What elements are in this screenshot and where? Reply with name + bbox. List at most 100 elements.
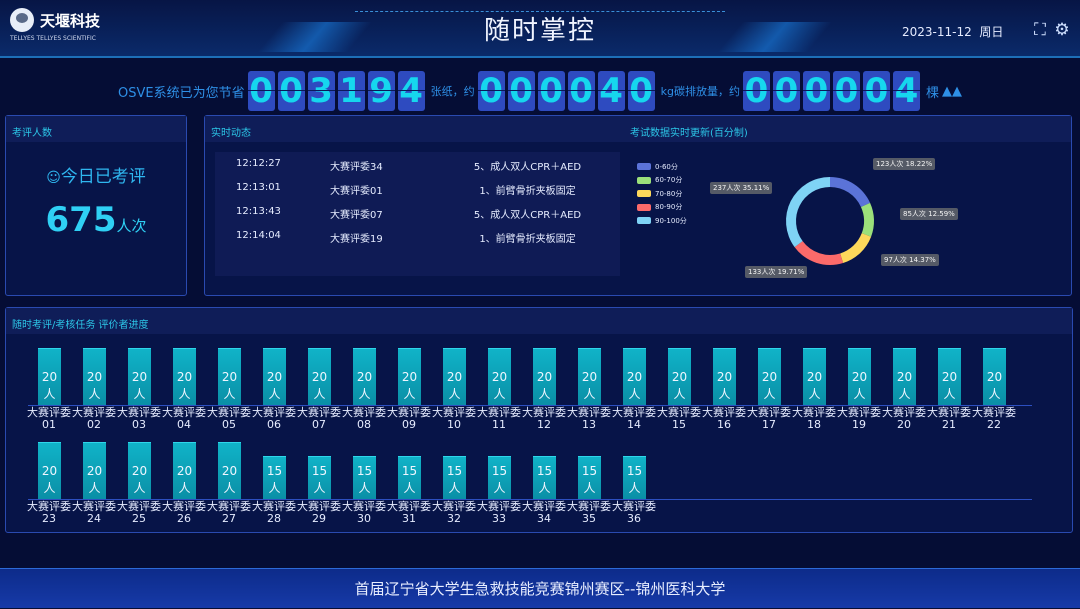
donut-slice[interactable] xyxy=(860,202,874,237)
bar-value: 15 xyxy=(581,464,598,478)
bar[interactable]: 20 人 xyxy=(38,348,61,405)
feed-task: 5、成人双人CPR＋AED xyxy=(473,162,582,173)
activity-feed[interactable]: 12:12:27 大赛评委34 5、成人双人CPR＋AED 12:13:01 大赛评委0… xyxy=(215,152,620,276)
legend-item[interactable]: 70-80分 xyxy=(637,187,687,201)
feed-task: 5、成人双人CPR＋AED xyxy=(473,210,582,221)
donut-slice[interactable] xyxy=(840,233,872,264)
slice-label: 97人次 14.37% xyxy=(881,254,939,266)
bar[interactable]: 20 人 xyxy=(488,348,511,405)
bar[interactable]: 20 人 xyxy=(83,442,106,499)
counter-digit: 9 xyxy=(367,71,395,111)
bar[interactable]: 20 人 xyxy=(308,348,331,405)
bar[interactable]: 20 人 xyxy=(173,442,196,499)
bar-unit: 人 xyxy=(448,387,461,401)
x-tick-label: 大赛评委23 xyxy=(27,500,71,525)
gear-icon[interactable]: ⚙ xyxy=(1054,20,1070,40)
x-tick-label: 大赛评委21 xyxy=(927,406,971,431)
bar-value: 20 xyxy=(131,464,148,478)
legend-item[interactable]: 80-90分 xyxy=(637,201,687,215)
bar[interactable]: 20 人 xyxy=(533,348,556,405)
bar[interactable]: 20 人 xyxy=(668,348,691,405)
legend-item[interactable]: 0-60分 xyxy=(637,160,687,174)
bar[interactable]: 20 人 xyxy=(128,442,151,499)
bar-unit: 人 xyxy=(43,481,56,495)
bar-value: 20 xyxy=(311,370,328,384)
bar[interactable]: 20 人 xyxy=(848,348,871,405)
counter-digit: 0 xyxy=(802,71,830,111)
bar-unit: 人 xyxy=(628,481,641,495)
bar[interactable]: 20 人 xyxy=(758,348,781,405)
donut-slice[interactable] xyxy=(830,177,871,207)
bar-value: 20 xyxy=(446,370,463,384)
x-tick-label: 大赛评委30 xyxy=(342,500,386,525)
bar[interactable]: 20 人 xyxy=(263,348,286,405)
bar[interactable]: 20 人 xyxy=(83,348,106,405)
bar-value: 20 xyxy=(851,370,868,384)
bar[interactable]: 15 人 xyxy=(398,456,421,499)
bar[interactable]: 20 人 xyxy=(623,348,646,405)
x-tick-label: 大赛评委22 xyxy=(972,406,1016,431)
bar[interactable]: 20 人 xyxy=(443,348,466,405)
bar-unit: 人 xyxy=(763,387,776,401)
bar[interactable]: 15 人 xyxy=(353,456,376,499)
bar[interactable]: 20 人 xyxy=(173,348,196,405)
counter-digit: 0 xyxy=(537,71,565,111)
donut-slice[interactable] xyxy=(786,177,830,248)
x-tick-label: 大赛评委09 xyxy=(387,406,431,431)
legend-label: 70-80分 xyxy=(655,189,683,198)
x-tick-label: 大赛评委33 xyxy=(477,500,521,525)
bar-unit: 人 xyxy=(988,387,1001,401)
counter-digit: 0 xyxy=(277,71,305,111)
bar-value: 20 xyxy=(221,464,238,478)
bar[interactable]: 20 人 xyxy=(218,442,241,499)
fullscreen-icon[interactable]: ⛶ xyxy=(1034,20,1046,40)
bar[interactable]: 15 人 xyxy=(578,456,601,499)
bar[interactable]: 15 人 xyxy=(533,456,556,499)
bar-value: 20 xyxy=(896,370,913,384)
bar-value: 20 xyxy=(671,370,688,384)
bar-value: 20 xyxy=(131,370,148,384)
counter-digit: 0 xyxy=(247,71,275,111)
bar[interactable]: 15 人 xyxy=(623,456,646,499)
donut-slice[interactable] xyxy=(794,241,844,265)
bar[interactable]: 20 人 xyxy=(938,348,961,405)
bar-unit: 人 xyxy=(853,387,866,401)
slice-label: 85人次 12.59% xyxy=(900,208,958,220)
bar[interactable]: 15 人 xyxy=(488,456,511,499)
bar-unit: 人 xyxy=(493,387,506,401)
legend-item[interactable]: 90-100分 xyxy=(637,214,687,228)
x-tick-label: 大赛评委28 xyxy=(252,500,296,525)
bar[interactable]: 20 人 xyxy=(128,348,151,405)
bar[interactable]: 15 人 xyxy=(443,456,466,499)
panel-title: 随时考评/考核任务 评价者进度 xyxy=(6,308,1072,334)
bar-value: 15 xyxy=(356,464,373,478)
bar[interactable]: 20 人 xyxy=(38,442,61,499)
bar-value: 20 xyxy=(761,370,778,384)
bar[interactable]: 15 人 xyxy=(263,456,286,499)
bar[interactable]: 15 人 xyxy=(308,456,331,499)
bar-unit: 人 xyxy=(538,387,551,401)
x-tick-label: 大赛评委27 xyxy=(207,500,251,525)
legend-item[interactable]: 60-70分 xyxy=(637,174,687,188)
bar[interactable]: 20 人 xyxy=(578,348,601,405)
bar-unit: 人 xyxy=(313,387,326,401)
bar-unit: 人 xyxy=(88,481,101,495)
counter-digit: 4 xyxy=(397,71,425,111)
bar[interactable]: 20 人 xyxy=(803,348,826,405)
today-reviewed-label: ☺今日已考评 xyxy=(46,167,146,187)
bar[interactable]: 20 人 xyxy=(713,348,736,405)
feed-row: 12:14:04 大赛评委19 1、前臂骨折夹板固定 xyxy=(215,230,620,245)
counter-digit: 0 xyxy=(772,71,800,111)
panel-title: 考评人数 xyxy=(6,116,186,142)
feed-row: 12:12:27 大赛评委34 5、成人双人CPR＋AED xyxy=(215,158,620,173)
bar[interactable]: 20 人 xyxy=(218,348,241,405)
bar[interactable]: 20 人 xyxy=(398,348,421,405)
bar-value: 20 xyxy=(221,370,238,384)
bar-unit: 人 xyxy=(43,387,56,401)
progress-panel: 随时考评/考核任务 评价者进度 20 人大赛评委01 20 人大赛评委02 20 人大赛评… xyxy=(5,307,1073,533)
x-axis-line xyxy=(28,499,1032,500)
bar[interactable]: 20 人 xyxy=(893,348,916,405)
bar[interactable]: 20 人 xyxy=(983,348,1006,405)
bar[interactable]: 20 人 xyxy=(353,348,376,405)
x-tick-label: 大赛评委12 xyxy=(522,406,566,431)
